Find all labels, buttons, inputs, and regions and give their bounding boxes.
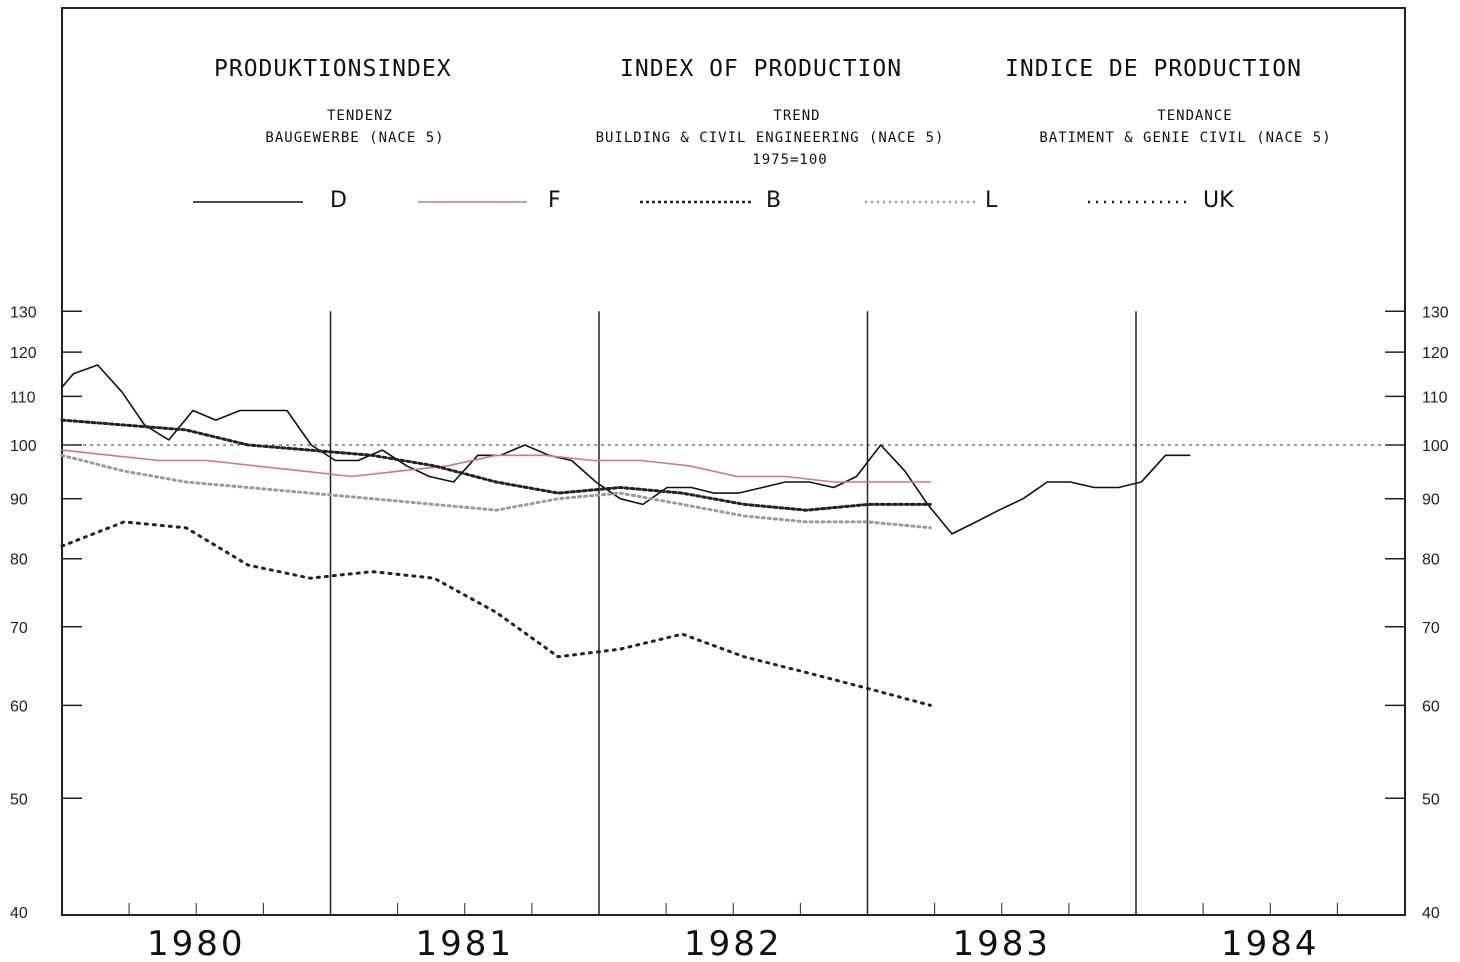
legend-label-d: D [330,188,347,213]
y-tick-label-right-60: 60 [1422,698,1440,715]
subtitle-fr-trend: TENDANCE [1157,108,1233,124]
y-tick-label-right-130: 130 [1422,304,1449,321]
y-tick-label-right-120: 120 [1422,345,1449,362]
y-tick-label-right-100: 100 [1422,438,1449,455]
y-tick-label-left-130: 130 [10,304,37,321]
title-english: INDEX OF PRODUCTION [620,56,903,82]
series-line-f [61,449,932,483]
title-french: INDICE DE PRODUCTION [1005,56,1302,82]
title-german: PRODUKTIONSINDEX [214,56,452,82]
y-tick-label-right-80: 80 [1422,552,1440,569]
x-label-1982: 1982 [684,924,783,962]
subtitle-en-sector: BUILDING & CIVIL ENGINEERING (NACE 5) [595,130,945,146]
legend-label-b: B [766,188,782,213]
y-tick-label-right-110: 110 [1422,389,1448,406]
y-tick-label-left-60: 60 [10,698,28,715]
y-tick-label-left-80: 80 [10,552,28,569]
legend-label-uk: UK [1203,188,1234,213]
x-label-1980: 1980 [147,924,246,962]
y-tick-label-right-90: 90 [1422,492,1440,509]
legend-label-f: F [548,188,561,213]
subtitle-de-sector: BAUGEWERBE (NACE 5) [265,130,445,146]
y-tick-label-right-40: 40 [1422,905,1440,922]
y-tick-label-right-50: 50 [1422,791,1440,808]
legend-label-l: L [985,188,998,213]
series-line-l [60,453,932,530]
y-tick-label-left-120: 120 [10,345,37,362]
x-label-1983: 1983 [952,924,1051,962]
subtitle-en-trend: TREND [773,108,821,124]
y-tick-label-left-40: 40 [10,905,28,922]
y-tick-label-right-70: 70 [1422,620,1440,637]
series-line-b [60,418,932,512]
subtitle-en-base: 1975=100 [752,152,828,168]
x-label-1981: 1981 [415,924,514,962]
y-tick-label-left-70: 70 [10,620,28,637]
subtitle-de-trend: TENDENZ [326,108,393,124]
y-tick-label-left-110: 110 [10,389,36,406]
y-tick-label-left-50: 50 [10,791,28,808]
x-label-1984: 1984 [1221,924,1320,962]
series-line-uk [60,520,932,707]
y-tick-label-left-90: 90 [10,492,28,509]
series-line-d [61,364,1191,535]
subtitle-fr-sector: BATIMENT & GENIE CIVIL (NACE 5) [1039,130,1332,146]
y-tick-label-left-100: 100 [10,438,37,455]
